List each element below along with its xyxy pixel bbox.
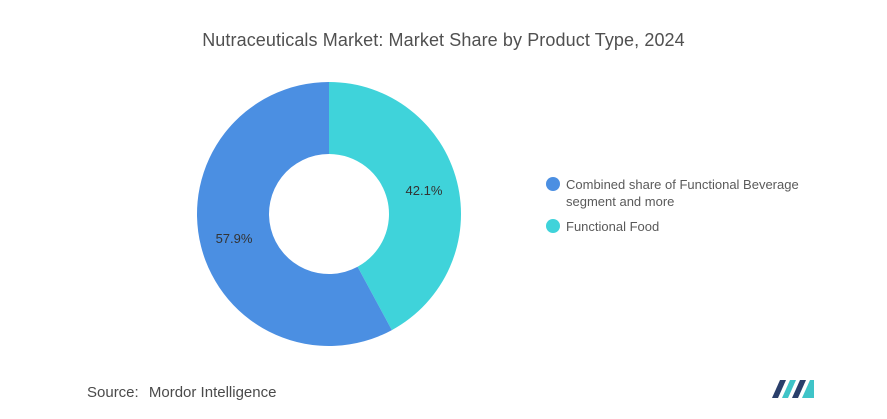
legend-label-functional-food: Functional Food [566,219,660,234]
legend-item-combined-share[interactable]: Combined share of Functional Beverage se… [546,176,836,210]
slice-functional-food[interactable] [329,82,462,331]
slice-label-functional-food: 42.1% [406,183,443,198]
source-note: Source: Mordor Intelligence [87,384,276,401]
chart-title: Nutraceuticals Market: Market Share by P… [202,30,685,50]
source-label: Source: [87,384,139,401]
legend-swatch-combined-share [546,177,560,191]
slice-labels: 42.1% 57.9% [216,183,443,246]
legend: Combined share of Functional Beverage se… [546,176,836,243]
legend-item-functional-food[interactable]: Functional Food [546,218,836,235]
legend-label-combined-share: Combined share of Functional Beverage se… [566,177,799,209]
donut-slices [197,82,462,347]
slice-label-combined-share: 57.9% [216,231,253,246]
source-value: Mordor Intelligence [148,384,277,401]
mordor-intelligence-logo-icon [772,380,814,398]
legend-swatch-functional-food [546,219,560,233]
slice-combined-share[interactable] [197,82,392,347]
